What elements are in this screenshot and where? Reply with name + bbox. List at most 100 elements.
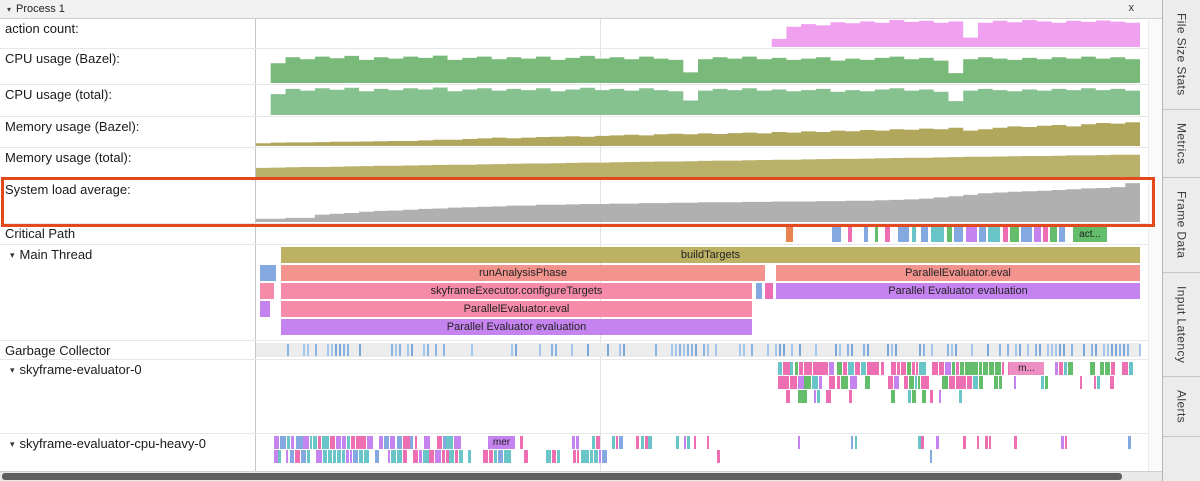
track-label-memory-usage-total: Memory usage (total): (0, 148, 256, 179)
gc-tick (951, 344, 953, 356)
track-canvas-skyframe-evaluator-0[interactable]: m... (256, 360, 1162, 433)
trace-slice[interactable]: runAnalysisPhase (281, 265, 765, 281)
gc-tick (1051, 344, 1053, 356)
trace-slice (909, 376, 914, 389)
track-canvas-system-load-average[interactable] (256, 180, 1162, 223)
collapse-arrow-icon[interactable]: ▾ (10, 250, 15, 260)
gc-tick (1115, 344, 1117, 356)
trace-slice (790, 376, 797, 389)
trace-slice[interactable] (765, 283, 773, 299)
gc-tick (1059, 344, 1061, 356)
track-label-memory-usage-bazel: Memory usage (Bazel): (0, 117, 256, 147)
track-canvas-memory-usage-bazel[interactable] (256, 117, 1162, 147)
trace-slice (454, 436, 461, 449)
trace-slice (994, 376, 998, 389)
trace-slice[interactable]: act... (1073, 227, 1107, 242)
track-label-skyframe-evaluator-0[interactable]: ▾ skyframe-evaluator-0 (0, 360, 256, 433)
trace-slice[interactable] (756, 283, 762, 299)
trace-slice[interactable] (260, 283, 274, 299)
gc-tick (1139, 344, 1141, 356)
trace-slice (585, 450, 589, 463)
trace-slice[interactable]: ParallelEvaluator.eval (776, 265, 1140, 281)
trace-slice[interactable]: Parallel Evaluator evaluation (281, 319, 752, 335)
trace-slice[interactable]: buildTargets (281, 247, 1140, 263)
trace-slice[interactable]: Parallel Evaluator evaluation (776, 283, 1140, 299)
gc-tick (287, 344, 289, 356)
track-label-text: skyframe-evaluator-cpu-heavy-0 (19, 436, 206, 451)
track-canvas-skyframe-evaluator-cpu-heavy-0[interactable]: mer (256, 434, 1162, 474)
trace-slice (875, 227, 878, 242)
trace-slice (346, 450, 349, 463)
gc-tick (335, 344, 337, 356)
vertical-scrollbar[interactable] (1148, 19, 1162, 471)
counter-area-chart (256, 154, 1140, 178)
trace-slice (307, 450, 310, 463)
trace-slice (384, 436, 389, 449)
trace-slice (988, 227, 1000, 242)
gc-tick (751, 344, 753, 356)
track-canvas-action-count[interactable] (256, 19, 1162, 48)
trace-slice (837, 362, 842, 375)
trace-slice (894, 376, 899, 389)
trace-slice[interactable]: skyframeExecutor.configureTargets (281, 283, 752, 299)
trace-slice (916, 362, 918, 375)
trace-slice (323, 450, 327, 463)
trace-slice (313, 436, 317, 449)
side-tab-alerts[interactable]: Alerts (1163, 377, 1200, 437)
track-row-memory-usage-bazel: Memory usage (Bazel): (0, 117, 1162, 148)
trace-slice[interactable] (260, 301, 270, 317)
track-canvas-critical-path[interactable]: act... (256, 224, 1162, 244)
process-header: ▾ Process 1 x (0, 0, 1162, 19)
track-canvas-memory-usage-total[interactable] (256, 148, 1162, 179)
gc-tick (835, 344, 837, 356)
gc-tick (999, 344, 1001, 356)
trace-slice (819, 376, 822, 389)
counter-area-chart (256, 183, 1140, 222)
trace-slice (790, 362, 793, 375)
horizontal-scrollbar-thumb[interactable] (2, 473, 1122, 480)
trace-slice (676, 436, 679, 449)
trace-slice[interactable]: mer (488, 436, 515, 449)
collapse-arrow-icon[interactable]: ▾ (10, 439, 15, 449)
track-label-main-thread[interactable]: ▾ Main Thread (0, 245, 256, 340)
gc-tick (891, 344, 893, 356)
trace-slice[interactable]: m... (1009, 362, 1044, 375)
trace-slice (397, 450, 402, 463)
gc-tick (987, 344, 989, 356)
trace-slice (364, 450, 369, 463)
side-tab-input-latency[interactable]: Input Latency (1163, 273, 1200, 377)
trace-slice (989, 436, 991, 449)
side-tab-frame-data[interactable]: Frame Data (1163, 178, 1200, 273)
track-canvas-main-thread[interactable]: buildTargets runAnalysisPhase ParallelEval… (256, 245, 1162, 340)
trace-slice (291, 436, 294, 449)
trace-slice[interactable]: ParallelEvaluator.eval (281, 301, 752, 317)
trace-slice (359, 450, 363, 463)
trace-slice (446, 450, 449, 463)
gc-tick (867, 344, 869, 356)
trace-slice (342, 436, 346, 449)
trace-slice (936, 436, 939, 449)
collapse-arrow-icon[interactable]: ▾ (7, 4, 12, 14)
counter-area-chart (256, 87, 1140, 115)
trace-slice (921, 227, 928, 242)
trace-slice (707, 436, 709, 449)
track-label-skyframe-evaluator-cpu-heavy-0[interactable]: ▾ skyframe-evaluator-cpu-heavy-0 (0, 434, 256, 474)
track-canvas-garbage-collector[interactable] (256, 341, 1162, 359)
track-canvas-cpu-usage-total[interactable] (256, 85, 1162, 116)
trace-slice[interactable] (260, 265, 276, 281)
trace-slice (972, 362, 978, 375)
side-tab-metrics[interactable]: Metrics (1163, 110, 1200, 179)
trace-slice (403, 436, 410, 449)
collapse-arrow-icon[interactable]: ▾ (10, 365, 15, 375)
trace-slice (337, 450, 341, 463)
trace-slice (280, 436, 286, 449)
close-button[interactable]: x (1128, 2, 1135, 14)
side-tab-file-size-stats[interactable]: File Size Stats (1163, 0, 1200, 110)
trace-slice (1110, 376, 1114, 389)
trace-slice (1111, 362, 1115, 375)
trace-slice (912, 390, 916, 403)
horizontal-scrollbar[interactable] (0, 471, 1162, 481)
track-canvas-cpu-usage-bazel[interactable] (256, 49, 1162, 84)
track-list: action count: CPU usage (Bazel): CPU usage… (0, 19, 1162, 475)
trace-slice (576, 436, 579, 449)
